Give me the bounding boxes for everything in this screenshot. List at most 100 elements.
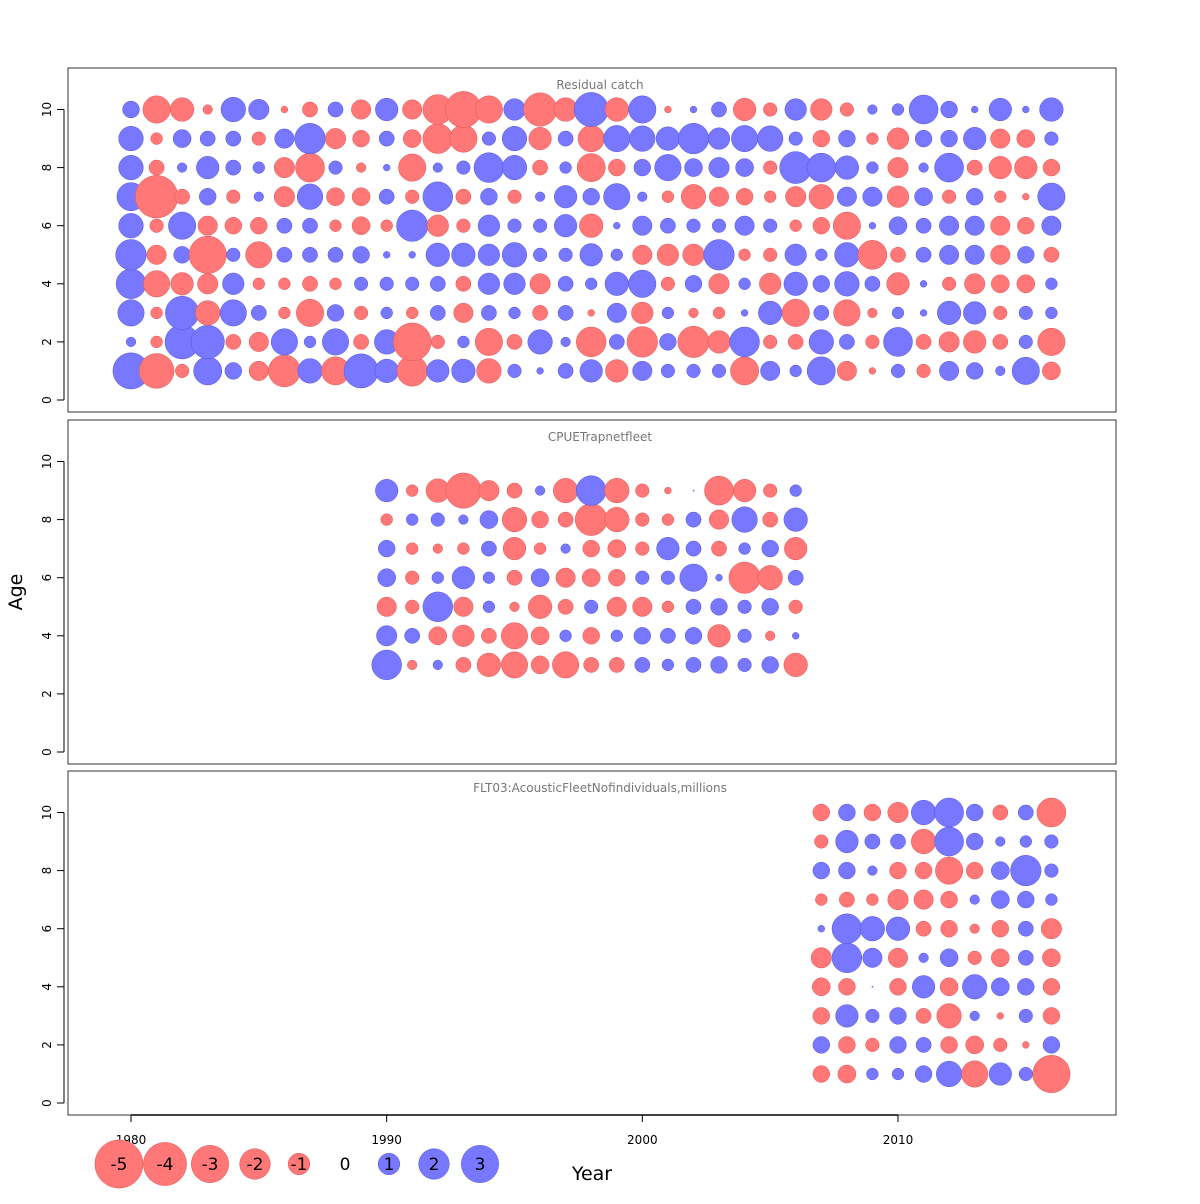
bubble-2009-age-5 xyxy=(862,947,883,968)
bubble-2008-age-4 xyxy=(834,271,860,297)
bubble-1982-age-9 xyxy=(172,129,192,148)
bubble-1994-age-6 xyxy=(482,571,496,584)
bubble-2013-age-2 xyxy=(963,330,987,354)
bubble-2005-age-9 xyxy=(757,125,784,152)
bubble-1987-age-1 xyxy=(297,358,323,384)
bubble-1991-age-6 xyxy=(405,570,420,585)
bubble-2015-age-10 xyxy=(1022,105,1030,114)
bubble-2004-age-4 xyxy=(738,277,751,290)
bubble-1997-age-3 xyxy=(557,305,574,321)
bubble-2011-age-5 xyxy=(915,246,932,263)
legend-item: 2 xyxy=(418,1148,450,1180)
bubble-2015-age-5 xyxy=(1017,246,1035,264)
bubble-1991-age-5 xyxy=(405,599,420,614)
bubble-1995-age-9 xyxy=(506,482,523,499)
bubble-1996-age-5 xyxy=(528,594,553,619)
bubble-2010-age-1 xyxy=(891,1067,905,1081)
bubble-1995-age-9 xyxy=(501,126,528,152)
bubble-1996-age-9 xyxy=(528,127,552,151)
bubble-1980-age-6 xyxy=(118,213,144,239)
bubble-2000-age-10 xyxy=(628,95,657,124)
bubble-2009-age-3 xyxy=(865,1008,880,1023)
bubble-2002-age-7 xyxy=(680,184,707,210)
bubble-2016-age-10 xyxy=(1039,97,1064,122)
bubble-1986-age-9 xyxy=(274,128,295,149)
bubble-2011-age-10 xyxy=(908,94,939,125)
bubble-2011-age-7 xyxy=(913,889,934,910)
bubble-2016-age-5 xyxy=(1042,948,1061,968)
bubble-1986-age-4 xyxy=(278,277,291,290)
bubble-1992-age-6 xyxy=(426,214,449,237)
bubble-1995-age-6 xyxy=(507,218,522,233)
bubble-2014-age-3 xyxy=(993,305,1008,320)
bubble-2015-age-1 xyxy=(1011,356,1040,385)
bubble-2003-age-7 xyxy=(709,186,729,207)
bubble-1981-age-9 xyxy=(150,132,163,145)
bubble-2007-age-9 xyxy=(812,129,830,148)
bubble-2001-age-7 xyxy=(656,537,680,561)
bubble-1993-age-6 xyxy=(451,566,475,590)
bubble-2002-age-5 xyxy=(682,243,705,266)
bubble-1990-age-1 xyxy=(374,358,399,383)
bubble-2012-age-10 xyxy=(934,797,964,828)
bubble-1985-age-4 xyxy=(252,277,265,290)
bubble-2015-age-2 xyxy=(1018,334,1033,349)
bubble-1997-age-4 xyxy=(559,629,572,642)
bubble-2003-age-10 xyxy=(711,101,727,118)
bubble-2008-age-8 xyxy=(838,861,856,880)
bubble-2000-age-8 xyxy=(635,512,650,527)
bubble-2006-age-1 xyxy=(789,364,802,378)
legend-label: -1 xyxy=(291,1155,308,1175)
bubble-1986-age-5 xyxy=(276,246,293,263)
bubble-1998-age-4 xyxy=(585,277,598,290)
bubble-2000-age-5 xyxy=(632,596,653,617)
bubble-2000-age-9 xyxy=(635,483,650,498)
bubble-2006-age-5 xyxy=(788,599,803,614)
bubble-1981-age-1 xyxy=(138,353,175,389)
panel-title: Residual catch xyxy=(556,78,643,92)
legend-item: -3 xyxy=(191,1145,229,1183)
bubble-2012-age-2 xyxy=(940,1036,958,1054)
bubble-2016-age-7 xyxy=(1037,182,1066,211)
legend-bubble xyxy=(191,1145,229,1183)
bubble-1995-age-8 xyxy=(501,155,528,181)
bubble-1994-age-5 xyxy=(477,243,500,266)
bubble-1980-age-3 xyxy=(117,299,145,327)
bubble-2007-age-5 xyxy=(810,947,832,969)
bubble-2004-age-10 xyxy=(733,97,757,122)
bubble-1988-age-2 xyxy=(322,328,349,356)
bubble-1985-age-6 xyxy=(250,217,268,235)
bubble-1993-age-4 xyxy=(452,624,475,647)
bubble-1997-age-9 xyxy=(553,478,579,504)
bubble-2010-age-5 xyxy=(890,246,906,263)
bubble-1995-age-3 xyxy=(508,306,521,320)
bubble-2007-age-3 xyxy=(812,1007,830,1025)
bubble-1999-age-10 xyxy=(604,97,629,122)
bubble-1987-age-7 xyxy=(296,183,324,210)
bubble-1982-age-8 xyxy=(177,162,188,173)
bubble-1983-age-5 xyxy=(188,235,227,274)
bubble-2005-age-9 xyxy=(763,483,778,498)
bubble-1986-age-1 xyxy=(268,354,301,388)
bubble-1996-age-7 xyxy=(533,542,547,555)
bubble-2002-age-6 xyxy=(686,218,701,233)
bubble-1984-age-10 xyxy=(220,96,246,123)
bubble-2010-age-6 xyxy=(888,216,908,235)
bubble-1995-age-5 xyxy=(509,601,520,612)
y-axis-label: Age xyxy=(5,574,27,611)
bubble-1992-age-5 xyxy=(425,242,450,267)
bubble-2003-age-7 xyxy=(711,540,727,557)
bubble-2015-age-8 xyxy=(1014,156,1038,180)
bubble-2013-age-1 xyxy=(966,362,984,380)
bubble-2012-age-3 xyxy=(936,1003,962,1029)
bubble-1984-age-1 xyxy=(224,362,242,380)
bubble-1993-age-8 xyxy=(458,514,469,525)
bubble-2000-age-5 xyxy=(632,244,653,265)
bubble-2008-age-5 xyxy=(831,942,863,973)
bubble-2001-age-4 xyxy=(660,276,675,291)
bubble-2016-age-7 xyxy=(1045,893,1058,906)
bubble-1999-age-7 xyxy=(607,539,627,558)
bubble-1986-age-10 xyxy=(280,105,289,114)
legend-label: 0 xyxy=(340,1155,351,1175)
bubble-1984-age-4 xyxy=(222,272,245,295)
